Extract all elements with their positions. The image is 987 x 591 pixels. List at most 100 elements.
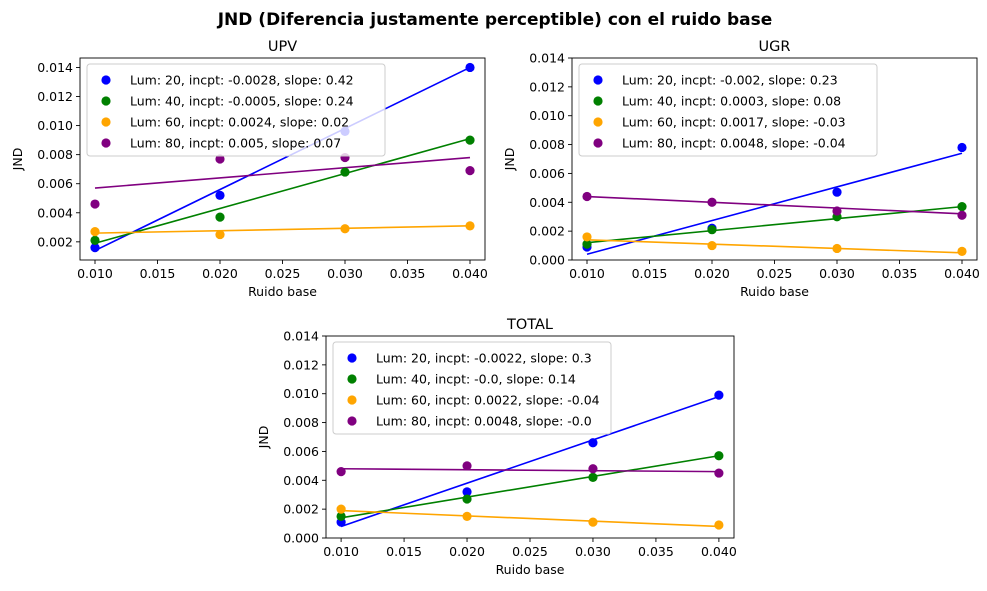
x-tick-label: 0.030	[575, 544, 611, 559]
data-point-series-1	[215, 212, 225, 222]
legend-entry: Lum: 20, incpt: -0.002, slope: 0.23	[622, 73, 838, 88]
y-tick-label: 0.002	[529, 224, 565, 239]
plot-area	[336, 390, 724, 530]
data-point-series-1	[582, 239, 592, 249]
chart-panel-ugr: UGR 0.010 0.015 0.020 0.025 0.030 0.035 0.040 0.…	[502, 39, 980, 299]
y-tick-label: 0.000	[529, 253, 565, 268]
data-point-series-3	[336, 467, 346, 477]
x-tick-label: 0.040	[701, 544, 737, 559]
x-tick-label: 0.010	[569, 266, 605, 281]
data-point-series-0	[465, 62, 475, 73]
y-axis-label: JND	[10, 148, 25, 172]
data-point-series-1	[588, 472, 598, 482]
y-tick-label: 0.006	[529, 166, 565, 181]
legend-entry: Lum: 80, incpt: 0.0048, slope: -0.04	[622, 136, 846, 151]
chart-panels: UPV 0.010 0.015 0.020 0.025 0.030 0.035 0.040 0.…	[10, 39, 980, 577]
data-point-series-3	[714, 468, 724, 478]
legend-marker	[101, 75, 111, 85]
y-tick-label: 0.010	[283, 386, 319, 401]
x-tick-label: 0.020	[202, 266, 238, 281]
data-point-series-3	[90, 199, 100, 209]
data-point-series-3	[832, 206, 842, 216]
y-tick-label: 0.012	[529, 79, 565, 94]
y-tick-label: 0.008	[529, 137, 565, 152]
y-axis-label: JND	[502, 148, 517, 172]
panel-title: UPV	[268, 39, 297, 55]
axes-frame	[325, 335, 735, 539]
y-tick-label: 0.004	[529, 195, 565, 210]
y-tick-label: 0.012	[37, 89, 73, 104]
y-tick-label: 0.000	[283, 531, 319, 546]
legend-marker	[101, 96, 111, 106]
legend-entry: Lum: 20, incpt: -0.0028, slope: 0.42	[130, 73, 354, 88]
y-tick-label: 0.014	[529, 51, 565, 66]
y-tick-label: 0.014	[37, 60, 73, 75]
legend: Lum: 20, incpt: -0.002, slope: 0.23 Lum: …	[578, 63, 878, 157]
y-tick-label: 0.004	[37, 205, 73, 220]
x-tick-label: 0.040	[944, 266, 980, 281]
legend-entry: Lum: 20, incpt: -0.0022, slope: 0.3	[376, 351, 592, 366]
data-point-series-2	[707, 240, 717, 251]
plot-area	[582, 142, 967, 256]
legend-entry: Lum: 80, incpt: 0.005, slope: 0.07	[130, 136, 341, 151]
data-point-series-3	[582, 191, 592, 202]
fit-line-series-0	[94, 66, 471, 252]
data-point-series-2	[462, 511, 472, 521]
fit-line-series-1	[340, 454, 720, 519]
fit-line-series-2	[341, 509, 719, 528]
data-point-series-1	[90, 235, 100, 245]
fit-line-series-2	[586, 239, 963, 254]
x-tick-label: 0.030	[819, 266, 855, 281]
axes-frame	[79, 57, 486, 261]
fit-line-series-2	[94, 225, 471, 234]
data-point-series-1	[714, 451, 724, 461]
y-tick-label: 0.010	[529, 108, 565, 123]
y-tick-label: 0.012	[283, 357, 319, 372]
fit-line-series-3	[586, 195, 963, 215]
x-tick-label: 0.025	[757, 266, 793, 281]
x-tick-label: 0.030	[327, 266, 363, 281]
legend-marker	[347, 353, 357, 363]
legend-marker	[593, 138, 603, 148]
data-point-series-3	[707, 197, 717, 207]
data-point-series-2	[582, 232, 592, 242]
y-tick-label: 0.002	[283, 502, 319, 517]
chart-panel-upv: UPV 0.010 0.015 0.020 0.025 0.030 0.035 0.040 0.…	[10, 39, 488, 299]
data-point-series-2	[340, 224, 350, 234]
fit-line-series-1	[586, 205, 963, 244]
legend-marker	[593, 117, 603, 127]
data-point-series-1	[462, 494, 472, 504]
chart-panel-total: TOTAL 0.010 0.015 0.020 0.025 0.030 0.035 0.040…	[256, 317, 737, 577]
fit-line-series-3	[341, 467, 719, 473]
y-tick-label: 0.008	[37, 147, 73, 162]
figure-suptitle: JND (Diferencia justamente perceptible) …	[217, 10, 773, 30]
data-point-series-0	[957, 142, 967, 153]
x-tick-label: 0.010	[323, 544, 359, 559]
legend-entry: Lum: 40, incpt: 0.0003, slope: 0.08	[622, 94, 841, 109]
x-tick-label: 0.025	[512, 544, 548, 559]
legend-entry: Lum: 40, incpt: -0.0005, slope: 0.24	[130, 94, 354, 109]
data-point-series-0	[714, 390, 724, 400]
axes-frame	[571, 57, 978, 261]
plot-area	[90, 62, 475, 253]
data-point-series-0	[215, 190, 225, 200]
y-tick-label: 0.004	[283, 473, 319, 488]
y-tick-label: 0.006	[37, 176, 73, 191]
legend-marker	[347, 395, 357, 405]
data-point-series-3	[462, 461, 472, 471]
x-tick-label: 0.010	[77, 266, 113, 281]
x-tick-label: 0.015	[140, 266, 176, 281]
fit-line-series-3	[94, 156, 471, 189]
data-point-series-0	[90, 243, 100, 253]
y-tick-label: 0.014	[283, 329, 319, 344]
legend-box	[86, 63, 386, 157]
data-point-series-1	[340, 167, 350, 177]
data-point-series-0	[832, 187, 842, 197]
y-tick-label: 0.006	[283, 444, 319, 459]
data-point-series-2	[465, 221, 475, 231]
data-point-series-3	[465, 166, 475, 176]
x-tick-label: 0.015	[386, 544, 422, 559]
data-point-series-1	[707, 225, 717, 235]
legend-marker	[101, 117, 111, 127]
